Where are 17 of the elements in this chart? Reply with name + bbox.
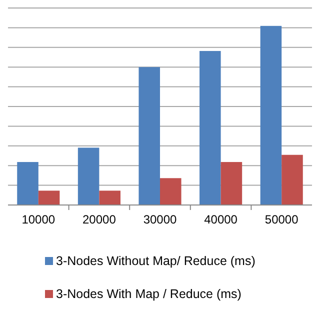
x-tick-label: 30000: [143, 212, 178, 227]
bar: [220, 162, 242, 205]
legend-label: 3-Nodes With Map / Reduce (ms): [56, 287, 242, 301]
bar: [38, 190, 60, 205]
bar: [200, 50, 221, 205]
x-tick-label: 20000: [82, 212, 116, 227]
bar: [99, 190, 120, 205]
bar: [160, 178, 182, 205]
bar: [138, 67, 160, 205]
bar: [260, 26, 282, 205]
bar: [78, 148, 100, 205]
bar: [282, 154, 303, 205]
legend-label: 3-Nodes Without Map/ Reduce (ms): [56, 254, 256, 268]
x-tick-label: 50000: [264, 212, 299, 227]
bar: [17, 162, 38, 205]
x-tick-label: 10000: [22, 212, 56, 227]
x-tick-label: 40000: [204, 212, 238, 227]
